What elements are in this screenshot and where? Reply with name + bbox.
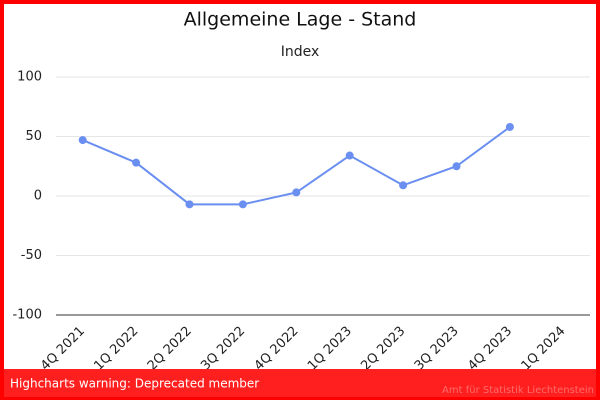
- y-tick-label: 100: [17, 70, 42, 85]
- y-tick-label: 50: [25, 129, 42, 144]
- warning-text: Highcharts warning: Deprecated member: [10, 377, 259, 391]
- marker: [505, 122, 514, 131]
- credits: Amt für Statistik Liechtenstein: [442, 385, 594, 396]
- marker: [399, 181, 408, 190]
- marker: [292, 188, 301, 197]
- marker: [78, 136, 87, 145]
- chart-subtitle: Index: [281, 44, 320, 60]
- marker: [345, 151, 354, 160]
- warning-bar: [4, 369, 596, 397]
- marker: [185, 200, 194, 209]
- marker: [132, 158, 141, 167]
- y-tick-label: 0: [34, 189, 42, 204]
- y-tick-label: -100: [12, 308, 42, 323]
- marker: [238, 200, 247, 209]
- chart-title: Allgemeine Lage - Stand: [184, 9, 417, 31]
- y-tick-label: -50: [21, 248, 42, 263]
- marker: [452, 162, 461, 171]
